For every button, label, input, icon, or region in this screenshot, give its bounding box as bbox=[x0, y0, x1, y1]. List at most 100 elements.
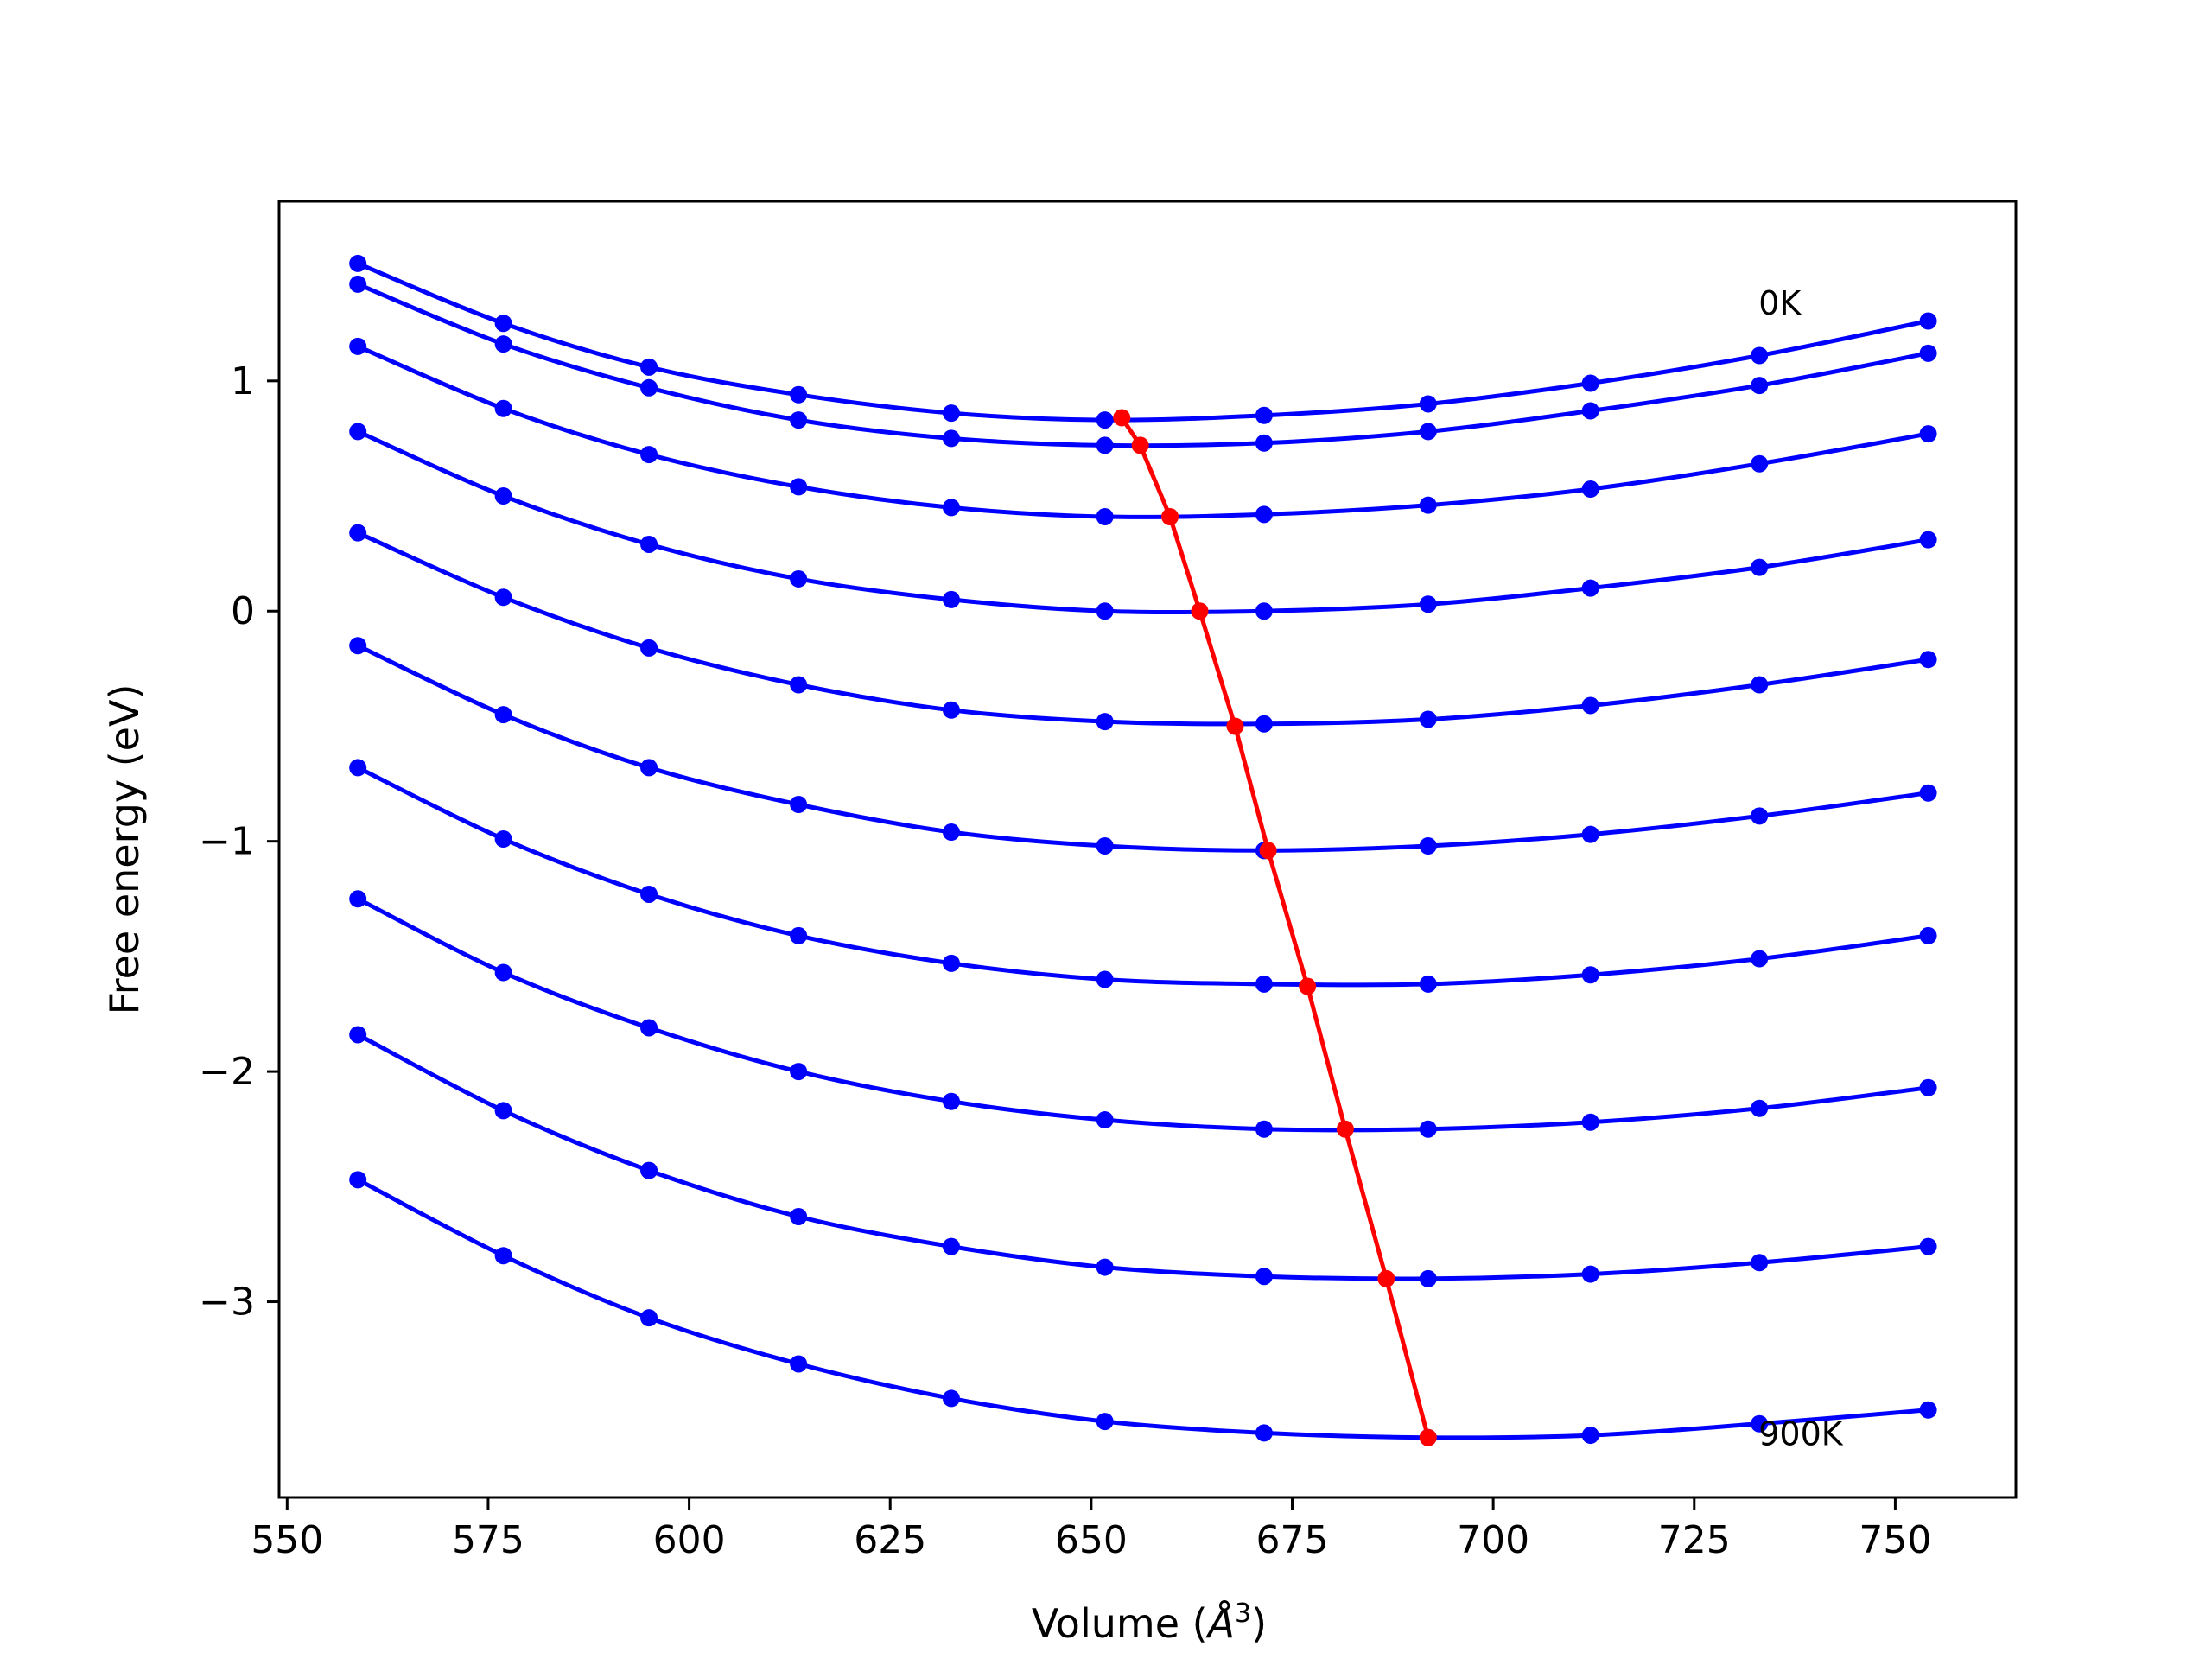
series-5-point-10 bbox=[1919, 784, 1937, 802]
series-0-point-8 bbox=[1581, 374, 1599, 392]
minima-point-4 bbox=[1226, 717, 1244, 735]
x-tick-label-5: 675 bbox=[1256, 1518, 1329, 1562]
series-5-point-0 bbox=[349, 637, 367, 655]
series-9-point-5 bbox=[1096, 1413, 1114, 1431]
series-1-point-9 bbox=[1751, 377, 1769, 395]
series-4-point-9 bbox=[1751, 676, 1769, 694]
x-tick-label-1: 575 bbox=[452, 1518, 524, 1562]
minima-point-1 bbox=[1131, 436, 1149, 454]
series-9-point-6 bbox=[1255, 1424, 1273, 1442]
y-tick-label-2: −1 bbox=[199, 820, 255, 864]
minima-point-7 bbox=[1336, 1120, 1354, 1138]
series-3-point-2 bbox=[640, 535, 658, 553]
series-9-point-2 bbox=[640, 1309, 658, 1327]
annotation-1: 900K bbox=[1758, 1414, 1844, 1452]
series-2-point-3 bbox=[790, 478, 808, 496]
series-4-point-0 bbox=[349, 524, 367, 542]
series-3-point-0 bbox=[349, 423, 367, 441]
series-1-point-8 bbox=[1581, 402, 1599, 420]
series-1-point-7 bbox=[1419, 423, 1437, 441]
series-8-point-0 bbox=[349, 1026, 367, 1044]
series-2-point-6 bbox=[1255, 505, 1273, 524]
series-5-point-2 bbox=[640, 759, 658, 777]
x-tick-label-8: 750 bbox=[1859, 1518, 1931, 1562]
y-axis-label: Free energy (eV) bbox=[101, 684, 148, 1015]
x-tick-label-0: 550 bbox=[251, 1518, 323, 1562]
x-axis-label-unit: Å bbox=[1205, 1600, 1235, 1647]
series-6-point-9 bbox=[1751, 950, 1769, 968]
series-6-point-2 bbox=[640, 885, 658, 903]
series-4-point-5 bbox=[1096, 713, 1114, 731]
series-9-point-3 bbox=[790, 1355, 808, 1373]
series-2-point-10 bbox=[1919, 425, 1937, 443]
y-tick-label-3: −2 bbox=[199, 1050, 255, 1094]
series-2-point-7 bbox=[1419, 496, 1437, 514]
series-7-point-1 bbox=[494, 963, 512, 982]
series-1-point-1 bbox=[494, 335, 512, 353]
y-tick-label-4: −3 bbox=[199, 1281, 255, 1325]
series-0-point-10 bbox=[1919, 312, 1937, 330]
series-8-point-9 bbox=[1751, 1254, 1769, 1272]
series-2-point-4 bbox=[942, 499, 960, 517]
series-1-point-2 bbox=[640, 378, 658, 397]
series-8-point-3 bbox=[790, 1207, 808, 1225]
series-6-point-3 bbox=[790, 926, 808, 944]
series-4-point-2 bbox=[640, 639, 658, 657]
series-4-point-3 bbox=[790, 676, 808, 694]
series-4-point-8 bbox=[1581, 696, 1599, 715]
series-3-point-6 bbox=[1255, 602, 1273, 620]
minima-point-5 bbox=[1259, 842, 1277, 860]
minima-point-2 bbox=[1161, 508, 1179, 526]
series-2-point-1 bbox=[494, 399, 512, 417]
series-2-point-5 bbox=[1096, 508, 1114, 526]
series-5-point-5 bbox=[1096, 837, 1114, 855]
series-6-point-1 bbox=[494, 830, 512, 849]
series-4-point-1 bbox=[494, 588, 512, 607]
minima-layer bbox=[1113, 409, 1437, 1446]
series-5-point-3 bbox=[790, 796, 808, 814]
series-8-point-2 bbox=[640, 1161, 658, 1179]
series-9-point-0 bbox=[349, 1171, 367, 1189]
series-1-point-5 bbox=[1096, 436, 1114, 454]
series-5-point-8 bbox=[1581, 825, 1599, 843]
series-8-point-6 bbox=[1255, 1268, 1273, 1286]
series-1-point-0 bbox=[349, 275, 367, 293]
series-9-point-8 bbox=[1581, 1427, 1599, 1445]
series-0-point-7 bbox=[1419, 395, 1437, 413]
series-6-point-7 bbox=[1419, 975, 1437, 993]
series-0-point-3 bbox=[790, 385, 808, 404]
series-6-point-6 bbox=[1255, 975, 1273, 993]
series-6-point-10 bbox=[1919, 926, 1937, 944]
x-axis-label-main: Volume ( bbox=[1032, 1600, 1208, 1647]
series-1-point-4 bbox=[942, 429, 960, 448]
series-1-point-3 bbox=[790, 411, 808, 429]
series-0-point-2 bbox=[640, 358, 658, 376]
x-tick-label-4: 650 bbox=[1055, 1518, 1128, 1562]
series-8-point-8 bbox=[1581, 1265, 1599, 1283]
series-4-point-10 bbox=[1919, 651, 1937, 669]
minima-point-8 bbox=[1377, 1269, 1395, 1287]
series-7-point-9 bbox=[1751, 1099, 1769, 1117]
series-0-point-9 bbox=[1751, 346, 1769, 365]
x-axis-ticks: 550 575 600 625 650 675 700 725 750 bbox=[251, 1497, 1931, 1562]
series-9-point-1 bbox=[494, 1247, 512, 1265]
series-0-point-1 bbox=[494, 315, 512, 333]
series-5-point-7 bbox=[1419, 837, 1437, 855]
series-6-point-0 bbox=[349, 759, 367, 777]
series-0-point-6 bbox=[1255, 406, 1273, 424]
series-2-point-0 bbox=[349, 337, 367, 355]
series-7-point-2 bbox=[640, 1019, 658, 1037]
x-tick-label-2: 600 bbox=[653, 1518, 726, 1562]
minima-point-6 bbox=[1299, 977, 1317, 995]
series-3-point-7 bbox=[1419, 595, 1437, 613]
series-9-point-10 bbox=[1919, 1401, 1937, 1419]
annotations-layer: 0K 900K bbox=[1758, 284, 1844, 1452]
series-9-point-4 bbox=[942, 1389, 960, 1408]
x-tick-label-6: 700 bbox=[1457, 1518, 1529, 1562]
series-3-point-10 bbox=[1919, 531, 1937, 549]
series-7-point-8 bbox=[1581, 1113, 1599, 1131]
x-axis-label-exponent: 3 bbox=[1235, 1599, 1251, 1629]
plot-frame bbox=[277, 200, 2018, 1499]
